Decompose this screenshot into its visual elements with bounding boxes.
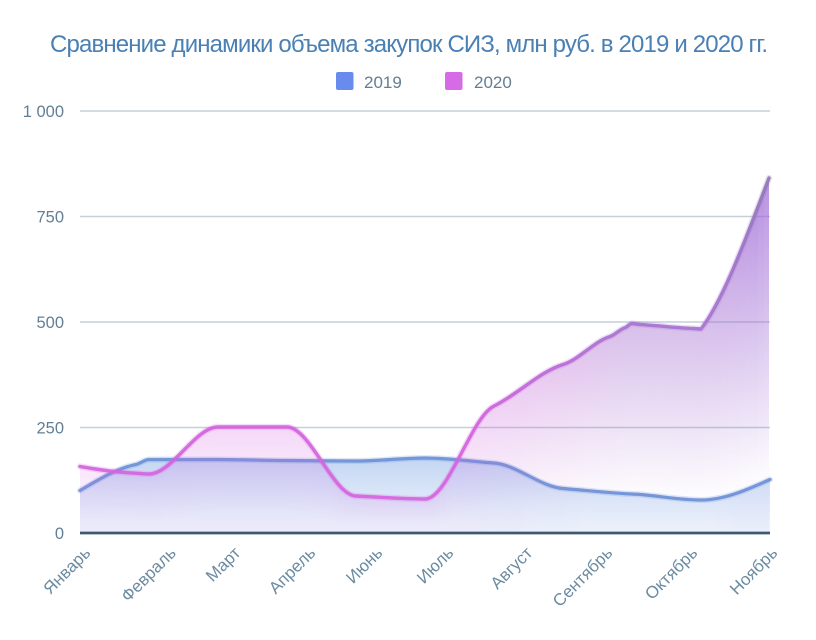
svg-text:Ноябрь: Ноябрь [726, 543, 781, 598]
svg-text:250: 250 [36, 420, 64, 438]
svg-text:Сентябрь: Сентябрь [549, 543, 616, 610]
svg-text:Июль: Июль [413, 543, 457, 587]
svg-text:Сравнение динамики объема заку: Сравнение динамики объема закупок СИЗ, м… [50, 31, 767, 58]
svg-text:500: 500 [36, 314, 64, 332]
svg-text:Январь: Январь [40, 543, 95, 598]
svg-text:1 000: 1 000 [23, 103, 64, 121]
svg-text:0: 0 [55, 525, 64, 543]
svg-text:Март: Март [202, 543, 244, 585]
svg-text:Октябрь: Октябрь [641, 543, 701, 603]
svg-text:Август: Август [487, 543, 537, 593]
svg-text:Апрель: Апрель [265, 543, 319, 597]
svg-text:Февраль: Февраль [118, 543, 180, 605]
svg-text:750: 750 [36, 209, 64, 227]
svg-text:2020: 2020 [474, 73, 512, 92]
svg-text:2019: 2019 [364, 73, 402, 92]
svg-text:Июнь: Июнь [342, 543, 386, 587]
